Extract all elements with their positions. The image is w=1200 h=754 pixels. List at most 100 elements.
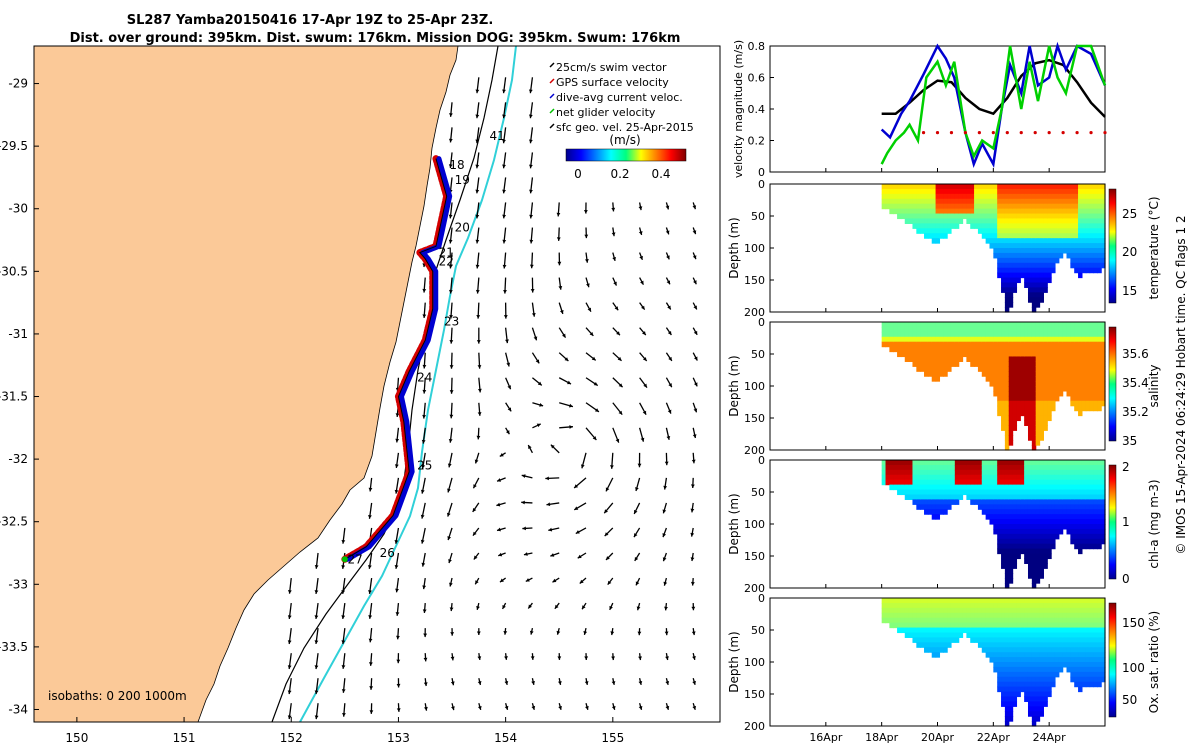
heatmap-cell [1082,258,1086,264]
heatmap-cell [1070,485,1074,491]
heatmap-cell [1086,268,1090,274]
heatmap-cell [920,332,924,338]
heatmap-cell [970,485,974,491]
heatmap-cell [1036,578,1040,584]
heatmap-cell [1074,258,1078,264]
heatmap-cell [974,608,978,614]
heatmap-cell [1009,411,1013,417]
heatmap-cell [943,608,947,614]
heatmap-cell [1086,485,1090,491]
heatmap-cell [1040,475,1044,481]
heatmap-cell [1036,499,1040,505]
heatmap-cell [951,352,955,358]
time-tick-label: 24Apr [1033,731,1067,744]
heatmap-cell [1074,381,1078,387]
heatmap-cell [1028,199,1032,205]
heatmap-cell [1016,509,1020,515]
heatmap-cell [966,218,970,224]
heatmap-cell [974,199,978,205]
heatmap-cell [936,608,940,614]
heatmap-cell [1070,248,1074,254]
heatmap-cell [1074,253,1078,259]
heatmap-cell [1070,642,1074,648]
heatmap-cell [1043,672,1047,678]
heatmap-cell [1090,361,1094,367]
heatmap-cell [970,598,974,604]
heatmap-cell [955,490,959,496]
heatmap-cell [1097,509,1101,515]
heatmap-cell [1001,228,1005,234]
heatmap-cell [924,632,928,638]
heatmap-cell [993,366,997,372]
heatmap-cell [928,490,932,496]
heatmap-cell [939,637,943,643]
heatmap-cell [1043,376,1047,382]
heatmap-cell [920,189,924,195]
heatmap-cell [1093,342,1097,348]
heatmap-cell [1055,332,1059,338]
heatmap-cell [1024,347,1028,353]
heatmap-cell [1063,194,1067,200]
heatmap-cell [897,337,901,343]
heatmap-cell [1043,322,1047,328]
heatmap-cell [1097,327,1101,333]
heatmap-cell [1016,475,1020,481]
heatmap-cell [1059,233,1063,239]
heatmap-cell [1070,337,1074,343]
heatmap-cell [1032,554,1036,560]
heatmap-cell [912,337,916,343]
heatmap-cell [1043,603,1047,609]
heatmap-cell [1097,465,1101,471]
temp-cbar-tick-2: 25 [1122,207,1137,221]
heatmap-cell [1090,529,1094,535]
heatmap-cell [951,494,955,500]
heatmap-cell [1070,253,1074,259]
heatmap-cell [966,327,970,333]
heatmap-cell [936,376,940,382]
heatmap-cell [1009,209,1013,215]
heatmap-cell [1009,519,1013,525]
heatmap-cell [943,603,947,609]
heatmap-cell [1005,499,1009,505]
heatmap-cell [1040,509,1044,515]
heatmap-cell [1040,228,1044,234]
heatmap-cell [993,662,997,668]
heatmap-cell [955,480,959,486]
heatmap-cell [997,371,1001,377]
heatmap-cell [1036,209,1040,215]
heatmap-cell [1078,243,1082,249]
heatmap-cell [1074,406,1078,412]
heatmap-cell [951,480,955,486]
heatmap-cell [1047,554,1051,560]
chl-cbar-tick-1: 1 [1122,515,1130,529]
heatmap-cell [1047,268,1051,274]
heatmap-cell [1005,647,1009,653]
heatmap-cell [1028,480,1032,486]
heatmap-cell [993,623,997,629]
heatmap-cell [1016,687,1020,693]
heatmap-cell [1032,662,1036,668]
heatmap-cell [928,598,932,604]
heatmap-cell [939,228,943,234]
heatmap-cell [1051,342,1055,348]
heatmap-cell [1032,637,1036,643]
heatmap-cell [978,470,982,476]
velocity-y-tick-label: 0.2 [748,135,766,148]
heatmap-cell [1047,238,1051,244]
heatmap-cell [1009,425,1013,431]
heatmap-cell [932,223,936,229]
heatmap-cell [997,509,1001,515]
heatmap-cell [1059,632,1063,638]
heatmap-cell [1024,529,1028,535]
heatmap-cell [959,618,963,624]
heatmap-cell [1013,416,1017,422]
heatmap-cell [1028,504,1032,510]
heatmap-cell [1005,258,1009,264]
heatmap-cell [1001,282,1005,288]
heatmap-cell [920,366,924,372]
heatmap-cell [1097,223,1101,229]
heatmap-cell [1020,460,1024,466]
heatmap-cell [1028,460,1032,466]
heatmap-cell [1047,248,1051,254]
heatmap-cell [1063,662,1067,668]
